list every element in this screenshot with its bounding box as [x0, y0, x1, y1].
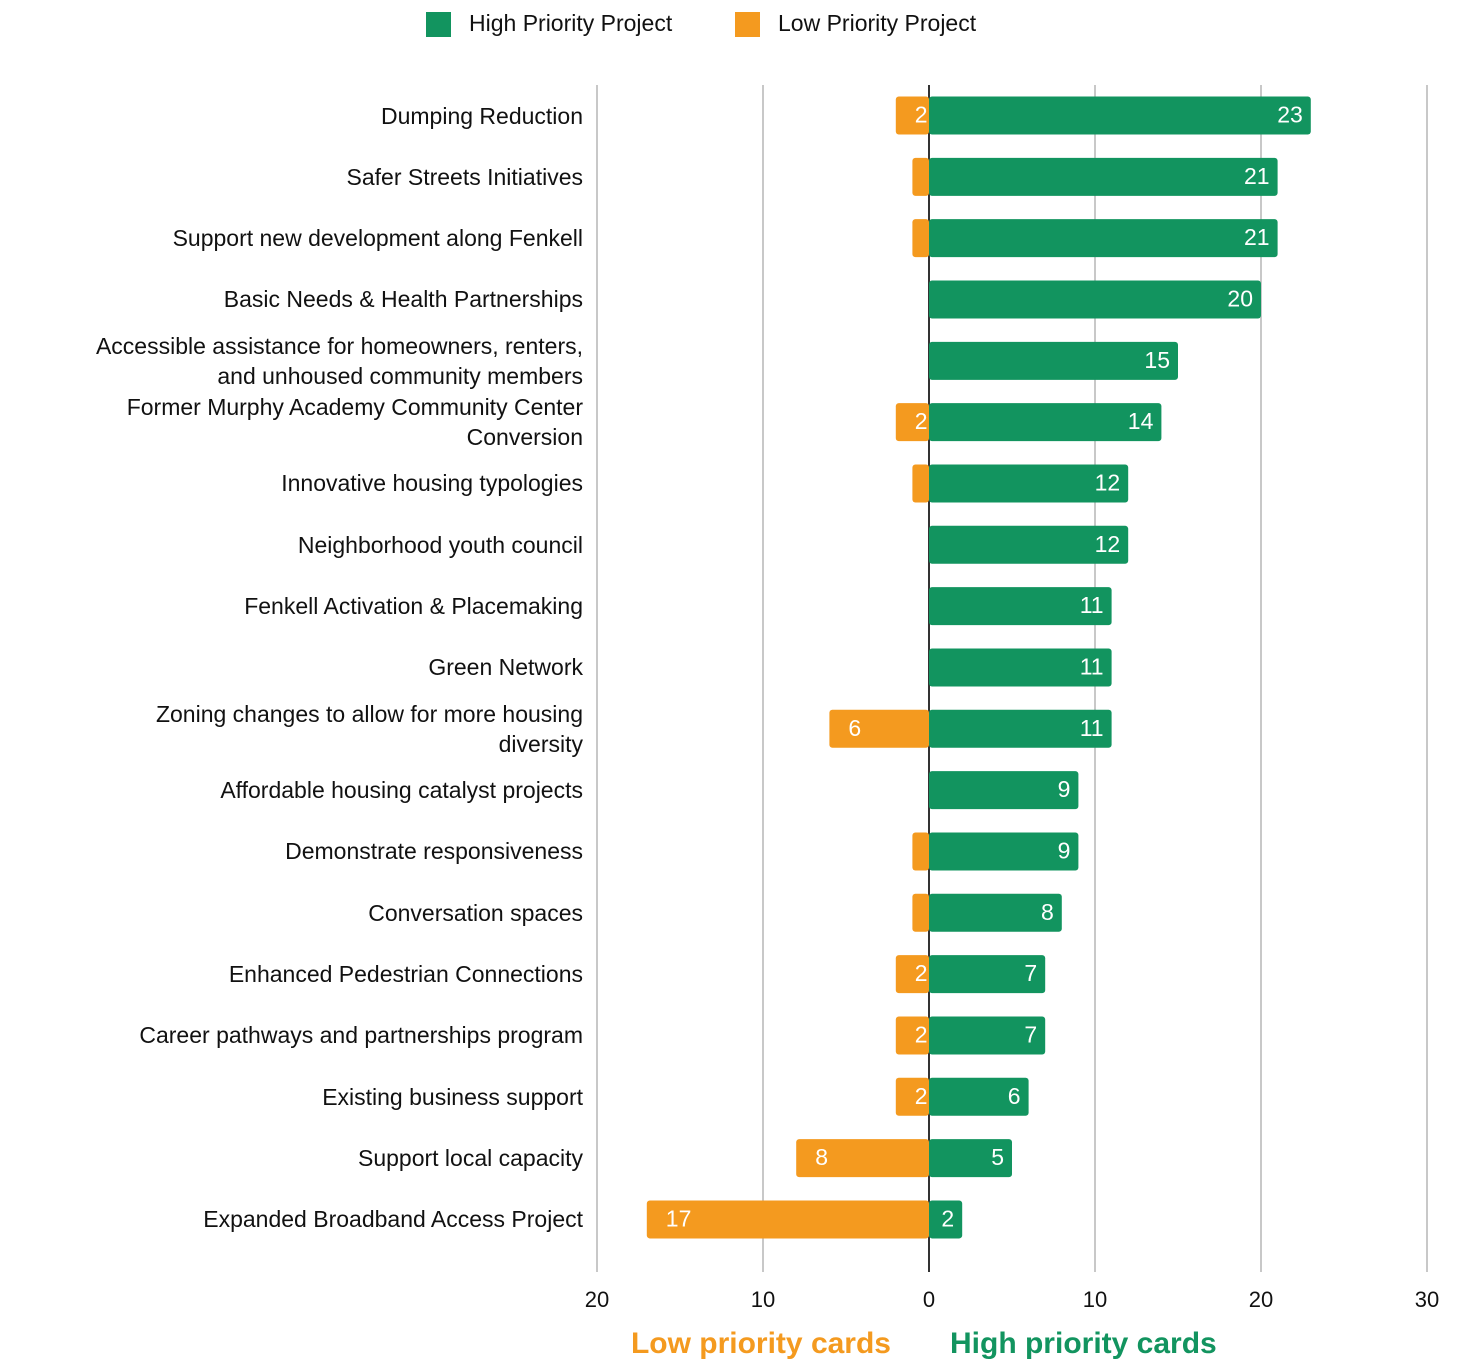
category-label: Green Network: [428, 654, 583, 681]
bar: [929, 1016, 1046, 1055]
value-label: 2: [941, 1206, 954, 1232]
bar: [796, 1139, 929, 1178]
value-label: 7: [1024, 960, 1037, 986]
category-label: Expanded Broadband Access Project: [203, 1206, 583, 1233]
value-label: 2: [915, 960, 928, 986]
bar: [929, 832, 1079, 871]
value-label: 12: [1095, 470, 1121, 496]
bar: [929, 1139, 1012, 1178]
x-tick-label: 20: [585, 1287, 609, 1312]
category-label: Neighborhood youth council: [297, 531, 583, 558]
bar: [895, 1077, 929, 1116]
category-label: Dumping Reduction: [380, 102, 583, 129]
bar: [929, 219, 1278, 258]
category-label: Safer Streets Initiatives: [346, 163, 584, 190]
bar: [912, 157, 929, 196]
category-label: Conversation spaces: [368, 899, 583, 926]
value-label: 11: [1080, 715, 1104, 741]
value-label: 21: [1244, 224, 1270, 250]
bar: [895, 96, 929, 135]
bar: [912, 832, 929, 871]
bar: [929, 157, 1278, 196]
bar: [912, 464, 929, 503]
bar: [912, 893, 929, 932]
value-label: 2: [915, 102, 928, 128]
category-label: Existing business support: [322, 1083, 583, 1110]
bar: [929, 464, 1129, 503]
x-tick-label: 10: [1083, 1287, 1107, 1312]
bar: [929, 771, 1079, 810]
bar: [929, 893, 1062, 932]
bar: [829, 709, 929, 748]
x-axis-label: High priority cards: [950, 1327, 1217, 1360]
category-label: Support local capacity: [357, 1145, 583, 1172]
bar: [646, 1200, 929, 1239]
value-label: 23: [1277, 102, 1303, 128]
category-label: Accessible assistance for homeowners, re…: [95, 332, 583, 389]
value-label: 5: [991, 1144, 1004, 1170]
category-label: Support new development along Fenkell: [172, 225, 583, 252]
x-tick-label: 20: [1249, 1287, 1273, 1312]
value-label: 12: [1095, 531, 1121, 557]
bar: [895, 1016, 929, 1055]
x-tick-label: 10: [751, 1287, 775, 1312]
category-label: Basic Needs & Health Partnerships: [223, 286, 583, 313]
category-label: Fenkell Activation & Placemaking: [244, 593, 583, 620]
value-label: 11: [1080, 654, 1104, 680]
category-label: Career pathways and partnerships program: [139, 1022, 583, 1049]
value-label: 21: [1244, 163, 1270, 189]
value-label: 8: [1041, 899, 1054, 925]
bar: [929, 1077, 1029, 1116]
bar: [929, 403, 1162, 442]
bar: [929, 955, 1046, 994]
bar: [895, 955, 929, 994]
value-label: 8: [815, 1144, 828, 1170]
bar: [929, 341, 1178, 380]
value-label: 9: [1058, 838, 1071, 864]
bar: [929, 587, 1112, 626]
category-label: Innovative housing typologies: [281, 470, 583, 497]
bar: [929, 280, 1261, 319]
bar: [929, 525, 1129, 564]
value-label: 17: [666, 1206, 692, 1232]
value-label: 9: [1058, 776, 1071, 802]
bar: [912, 219, 929, 258]
x-tick-label: 0: [923, 1287, 935, 1312]
value-label: 2: [915, 1083, 928, 1109]
x-axis-label: Low priority cards: [631, 1327, 891, 1360]
value-label: 7: [1024, 1022, 1037, 1048]
legend-swatch: [426, 12, 451, 37]
value-label: 11: [1080, 592, 1104, 618]
value-label: 2: [915, 408, 928, 434]
value-label: 2: [915, 1022, 928, 1048]
legend-swatch: [735, 12, 760, 37]
bar: [929, 709, 1112, 748]
category-label: Zoning changes to allow for more housing…: [155, 700, 583, 757]
value-label: 6: [848, 715, 861, 741]
value-label: 14: [1128, 408, 1154, 434]
legend-label: High Priority Project: [469, 10, 673, 36]
value-label: 20: [1227, 286, 1253, 312]
category-label: Enhanced Pedestrian Connections: [228, 961, 583, 988]
bar: [929, 648, 1112, 687]
bar: [929, 96, 1311, 135]
legend-label: Low Priority Project: [778, 10, 977, 36]
bar: [929, 1200, 963, 1239]
category-label: Affordable housing catalyst projects: [220, 777, 583, 804]
value-label: 15: [1144, 347, 1170, 373]
x-tick-label: 30: [1415, 1287, 1439, 1312]
category-label: Former Murphy Academy Community Center C…: [126, 394, 583, 451]
value-label: 6: [1008, 1083, 1021, 1109]
category-label: Demonstrate responsiveness: [285, 838, 583, 865]
bar: [895, 403, 929, 442]
